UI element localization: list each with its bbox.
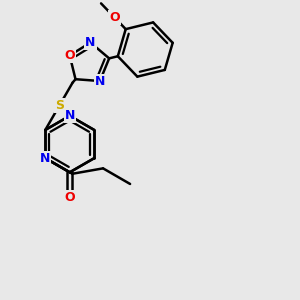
Text: O: O bbox=[64, 49, 75, 62]
Text: N: N bbox=[95, 74, 105, 88]
Text: N: N bbox=[40, 152, 50, 165]
Text: O: O bbox=[109, 11, 120, 24]
Text: N: N bbox=[64, 109, 75, 122]
Text: O: O bbox=[64, 191, 75, 204]
Text: N: N bbox=[85, 36, 96, 49]
Text: S: S bbox=[55, 99, 64, 112]
